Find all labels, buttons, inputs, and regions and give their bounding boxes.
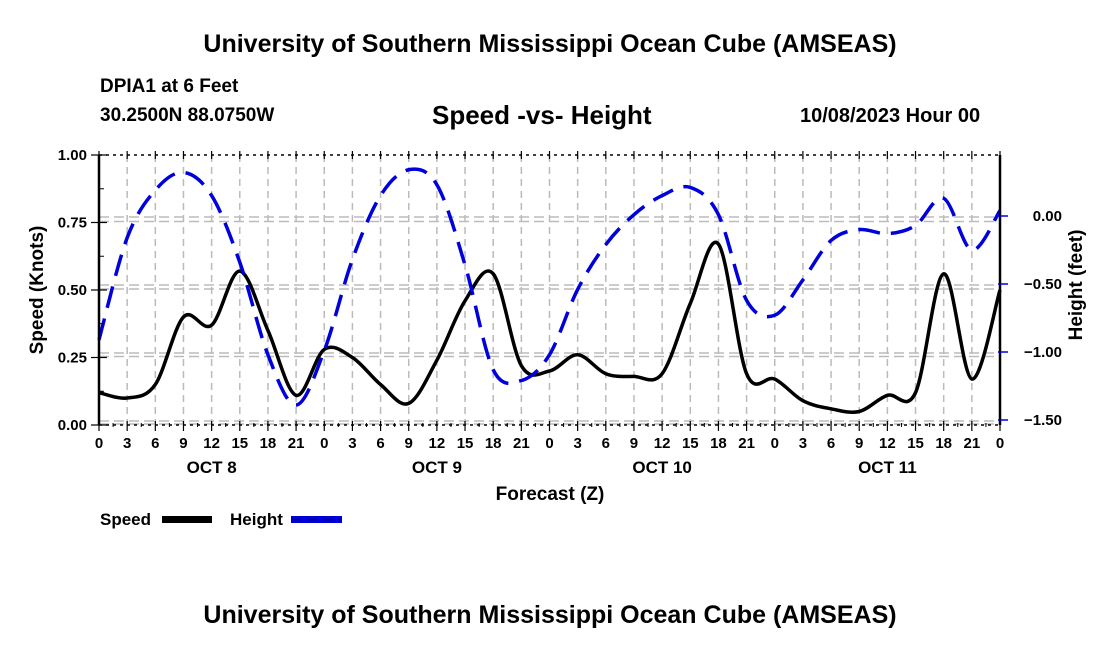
x-axis-label: Forecast (Z) (496, 484, 605, 505)
legend-height-label: Height (230, 510, 283, 529)
x-tick-label: 15 (231, 435, 248, 452)
x-tick-label: 6 (827, 435, 835, 452)
y-axis-label: Speed (Knots) (27, 226, 48, 355)
y2-axis-label: Height (feet) (1066, 230, 1087, 341)
x-tick-label: 12 (429, 435, 446, 452)
day-label: OCT 10 (632, 458, 692, 477)
day-label: OCT 8 (187, 458, 237, 477)
y-tick-label: 0.75 (58, 215, 87, 232)
y-tick-label: 0.50 (58, 282, 87, 299)
x-tick-label: 18 (710, 435, 727, 452)
legend-speed-swatch (162, 516, 212, 523)
run-time: 10/08/2023 Hour 00 (800, 105, 981, 127)
x-tick-label: 18 (260, 435, 277, 452)
x-tick-label: 12 (203, 435, 220, 452)
y2-tick-label: −1.50 (1024, 412, 1062, 429)
x-tick-label: 21 (513, 435, 530, 452)
x-tick-label: 9 (405, 435, 413, 452)
day-label: OCT 9 (412, 458, 462, 477)
y2-tick-label: −1.00 (1024, 344, 1062, 361)
x-tick-label: 21 (964, 435, 981, 452)
legend-speed-label: Speed (100, 510, 151, 529)
x-tick-label: 0 (320, 435, 328, 452)
x-tick-label: 3 (123, 435, 131, 452)
x-tick-label: 12 (654, 435, 671, 452)
x-tick-label: 12 (879, 435, 896, 452)
y2-tick-label: 0.00 (1033, 208, 1062, 225)
x-tick-label: 9 (630, 435, 638, 452)
y-tick-label: 0.00 (58, 417, 87, 434)
footer-title: University of Southern Mississippi Ocean… (203, 601, 897, 629)
legend: Speed Height (100, 510, 342, 529)
x-tick-label: 21 (738, 435, 755, 452)
x-tick-label: 6 (602, 435, 610, 452)
x-tick-label: 6 (151, 435, 159, 452)
x-tick-label: 3 (799, 435, 807, 452)
x-tick-label: 6 (376, 435, 384, 452)
day-label: OCT 11 (858, 458, 917, 477)
x-tick-label: 18 (485, 435, 502, 452)
y2-tick-label: −0.50 (1024, 276, 1062, 293)
x-tick-label: 18 (935, 435, 952, 452)
chart-title: Speed -vs- Height (432, 100, 652, 130)
y-tick-label: 1.00 (58, 147, 87, 164)
x-tick-label: 9 (855, 435, 863, 452)
main-title: University of Southern Mississippi Ocean… (203, 30, 897, 58)
x-tick-label: 3 (573, 435, 581, 452)
x-tick-label: 15 (457, 435, 474, 452)
axis-labels: Speed (Knots) Height (feet) Forecast (Z) (27, 226, 1087, 505)
x-tick-label: 3 (348, 435, 356, 452)
x-tick-label: 0 (996, 435, 1004, 452)
x-tick-label: 15 (682, 435, 699, 452)
x-tick-label: 15 (907, 435, 924, 452)
x-tick-label: 9 (179, 435, 187, 452)
axes: 0 3 6 9 12 15 18 21 0 3 6 9 12 15 18 21 0 3 6 9 12 15 18 21 0 3 6 9… (58, 147, 1062, 477)
x-tick-label: 0 (771, 435, 779, 452)
x-tick-label: 21 (288, 435, 305, 452)
series-layer (97, 167, 1002, 415)
y-tick-label: 0.25 (58, 350, 87, 367)
station-label: DPIA1 at 6 Feet (100, 76, 239, 97)
station-coordinates: 30.2500N 88.0750W (100, 105, 275, 126)
series-line-height (97, 167, 1002, 407)
x-tick-label: 0 (95, 435, 103, 452)
series-line-speed (98, 240, 1002, 415)
x-tick-label: 0 (545, 435, 553, 452)
grid (99, 155, 1000, 425)
